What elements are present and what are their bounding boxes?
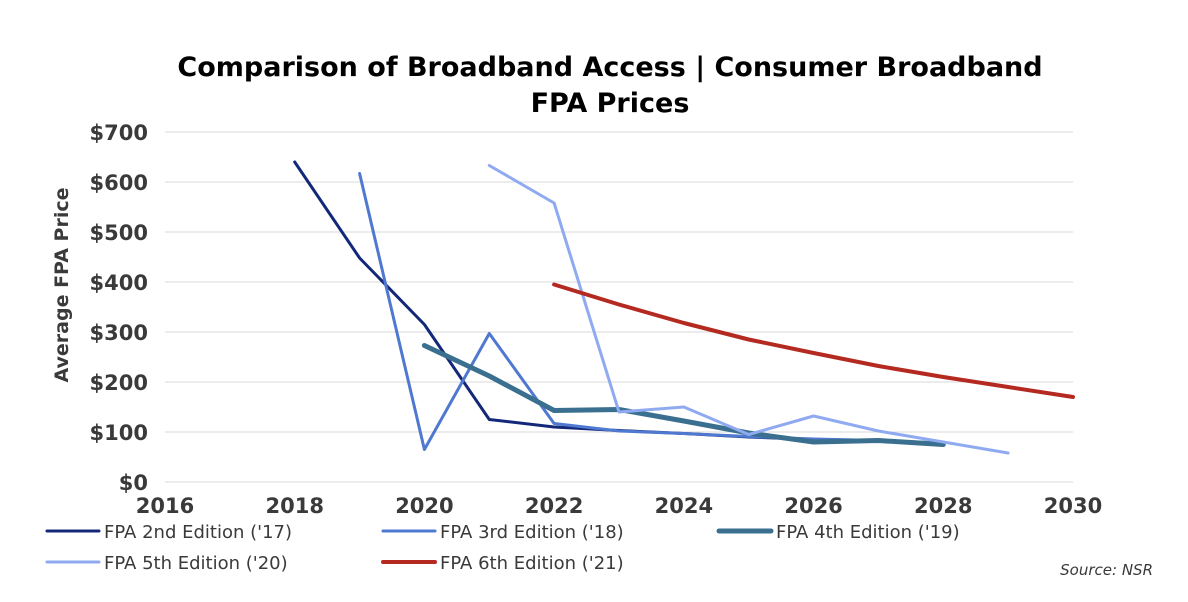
x-tick-label-2018: 2018: [265, 494, 323, 518]
legend-label-fpa-6th-edition-21: FPA 6th Edition ('21): [440, 553, 624, 574]
series-lines: [293, 160, 1075, 455]
legend-label-fpa-3rd-edition-18: FPA 3rd Edition ('18): [440, 522, 624, 543]
y-tick-label-300: $300: [90, 321, 148, 345]
y-tick-label-0: $0: [119, 471, 148, 495]
x-tick-label-2020: 2020: [395, 494, 453, 518]
x-tick-label-2022: 2022: [525, 494, 583, 518]
y-tick-label-100: $100: [90, 421, 148, 445]
chart-title-line-2: FPA Prices: [531, 88, 690, 119]
x-tick-label-2024: 2024: [655, 494, 713, 518]
legend-label-fpa-5th-edition-20: FPA 5th Edition ('20): [104, 553, 288, 574]
x-axis-ticks: 2016 2018 2020 2022 2024 2026 2028 2030: [136, 494, 1102, 518]
y-tick-label-400: $400: [90, 271, 148, 295]
x-tick-label-2030: 2030: [1044, 494, 1102, 518]
y-axis-title: Average FPA Price: [51, 187, 73, 382]
y-tick-label-500: $500: [90, 221, 148, 245]
legend: FPA 2nd Edition ('17) FPA 3rd Edition ('1…: [45, 522, 960, 574]
y-tick-label-200: $200: [90, 371, 148, 395]
x-tick-label-2026: 2026: [784, 494, 842, 518]
y-tick-label-600: $600: [90, 171, 148, 195]
x-tick-label-2028: 2028: [914, 494, 972, 518]
y-axis-ticks: $0 $100 $200 $300 $400 $500 $600 $700: [90, 121, 148, 495]
legend-label-fpa-2nd-edition-17: FPA 2nd Edition ('17): [104, 522, 292, 543]
chart-title-line-1: Comparison of Broadband Access | Consume…: [177, 52, 1042, 83]
x-tick-label-2016: 2016: [136, 494, 194, 518]
y-tick-label-700: $700: [90, 121, 148, 145]
source-note: Source: NSR: [1060, 561, 1153, 579]
legend-label-fpa-4th-edition-19: FPA 4th Edition ('19): [776, 522, 960, 543]
